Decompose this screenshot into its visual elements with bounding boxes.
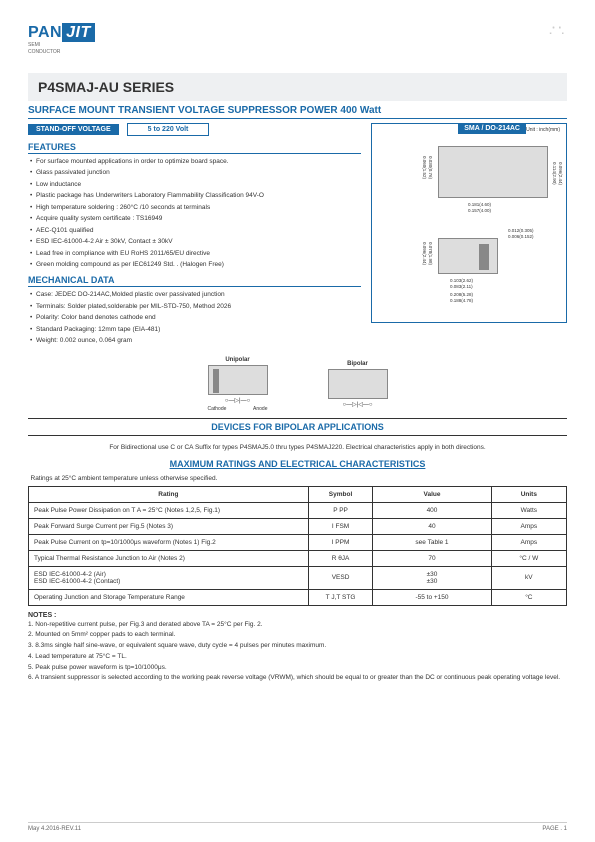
mechdata-list: Case: JEDEC DO-214AC,Molded plastic over…: [28, 291, 361, 345]
table-row: Peak Pulse Power Dissipation on T A = 25…: [29, 502, 567, 518]
note-item: 1. Non-repetitive current pulse, per Fig…: [28, 620, 567, 630]
bipolar-note: For Bidirectional use C or CA Suffix for…: [28, 440, 567, 455]
dim: 0.181(4.60): [468, 202, 491, 207]
table-row: Typical Thermal Resistance Junction to A…: [29, 550, 567, 566]
mech-item: Standard Packaging: 12mm tape (EIA-481): [30, 326, 361, 334]
table-row: Peak Pulse Current on tp=10/1000μs wavef…: [29, 534, 567, 550]
ratings-table: Ratings at 25°C ambient temperature unle…: [28, 471, 567, 606]
bipolar-chip: [328, 369, 388, 399]
feature-item: Green molding compound as per IEC61249 S…: [30, 261, 361, 269]
feature-item: AEC-Q101 qualified: [30, 227, 361, 235]
cathode-label: Cathode: [208, 406, 227, 412]
note-item: 4. Lead temperature at 75°C = TL.: [28, 652, 567, 662]
dim: 0.083(2.11): [450, 284, 473, 289]
feature-item: Low inductance: [30, 181, 361, 189]
bipolar-label: Bipolar: [347, 361, 368, 367]
table-row: Operating Junction and Storage Temperatu…: [29, 589, 567, 605]
product-title: SURFACE MOUNT TRANSIENT VOLTAGE SUPPRESS…: [28, 105, 567, 119]
bipolar-schematic: ○—▷|◁—○: [342, 401, 372, 408]
dim: 0.188(4.78): [450, 298, 473, 303]
max-ratings-heading: MAXIMUM RATINGS AND ELECTRICAL CHARACTER…: [28, 455, 567, 471]
logo-block: PANJIT SEMI CONDUCTOR: [28, 24, 567, 55]
mech-item: Terminals: Solder plated,solderable per …: [30, 303, 361, 311]
feature-item: ESD IEC-61000-4-2 Air ± 30kV, Contact ± …: [30, 238, 361, 246]
note-item: 2. Mounted on 5mm² copper pads to each t…: [28, 630, 567, 640]
footer-page: PAGE . 1: [542, 826, 567, 832]
mech-item: Polarity: Color band denotes cathode end: [30, 314, 361, 322]
mech-item: Weight: 0.002 ounce, 0.064 gram: [30, 337, 361, 345]
feature-item: Lead free in compliance with EU RoHS 201…: [30, 250, 361, 258]
table-row: Peak Forward Surge Current per Fig.5 (No…: [29, 518, 567, 534]
logo-sub2: CONDUCTOR: [28, 50, 95, 56]
voltage-value: 5 to 220 Volt: [127, 123, 210, 136]
anode-label: Anode: [253, 406, 267, 412]
dim: 0.078(1.98): [428, 242, 433, 265]
features-heading: FEATURES: [28, 142, 361, 154]
dim: 0.006(0.152): [508, 234, 534, 239]
dim: 0.208(5.28): [450, 292, 473, 297]
logo: PANJIT: [28, 24, 95, 42]
table-caption: Ratings at 25°C ambient temperature unle…: [29, 471, 567, 487]
chip-side-view: [438, 238, 498, 274]
logo-pan: PAN: [28, 24, 62, 41]
polarity-diagrams: Unipolar ○—▷|—○ Cathode Anode Bipolar ○—▷…: [28, 357, 567, 412]
page-footer: May 4.2016-REV.11 PAGE . 1: [28, 822, 567, 832]
dim: 0.103(2.62): [450, 278, 473, 283]
bipolar-heading: DEVICES FOR BIPOLAR APPLICATIONS: [28, 418, 567, 436]
footer-date: May 4.2016-REV.11: [28, 826, 81, 832]
feature-item: Glass passivated junction: [30, 169, 361, 177]
unipolar-chip: [208, 365, 268, 395]
standoff-label: STAND-OFF VOLTAGE: [28, 124, 119, 135]
decorative-dots: ⠠⠄⠌⠡: [548, 24, 567, 36]
notes-heading: NOTES :: [28, 612, 567, 619]
feature-item: Plastic package has Underwriters Laborat…: [30, 192, 361, 200]
notes-block: 1. Non-repetitive current pulse, per Fig…: [28, 620, 567, 684]
dim: 0.012(0.305): [508, 228, 534, 233]
unipolar-label: Unipolar: [225, 357, 249, 363]
series-title: P4SMAJ-AU SERIES: [38, 79, 557, 95]
note-item: 5. Peak pulse power waveform is tp=10/10…: [28, 663, 567, 673]
feature-item: Acquire quality system certificate : TS1…: [30, 215, 361, 223]
left-column: STAND-OFF VOLTAGE 5 to 220 Volt FEATURES…: [28, 123, 361, 349]
table-row: ESD IEC-61000-4-2 (Air) ESD IEC-61000-4-…: [29, 566, 567, 589]
mech-item: Case: JEDEC DO-214AC,Molded plastic over…: [30, 291, 361, 299]
dim: 0.060(1.52): [422, 156, 427, 179]
dim: 0.157(4.00): [468, 208, 491, 213]
package-drawing: SMA / DO-214AC Unit : inch(mm) 0.181(4.6…: [371, 123, 567, 323]
chip-top-view: [438, 146, 548, 198]
logo-sub1: SEMI: [28, 43, 95, 49]
dim: 0.096(2.44): [422, 242, 427, 265]
dim: 0.030(0.76): [428, 156, 433, 179]
dim: 0.114(2.90): [552, 162, 557, 185]
mechdata-heading: MECHANICAL DATA: [28, 275, 361, 287]
logo-jit: JIT: [62, 23, 95, 42]
col-symbol: Symbol: [308, 486, 373, 502]
col-rating: Rating: [29, 486, 309, 502]
col-units: Units: [491, 486, 566, 502]
note-item: 3. 8.3ms single half sine-wave, or equiv…: [28, 641, 567, 651]
features-list: For surface mounted applications in orde…: [28, 158, 361, 269]
feature-item: For surface mounted applications in orde…: [30, 158, 361, 166]
note-item: 6. A transient suppressor is selected ac…: [28, 673, 567, 683]
series-bar: P4SMAJ-AU SERIES: [28, 73, 567, 101]
dim: 0.096(2.44): [558, 162, 563, 185]
col-value: Value: [373, 486, 491, 502]
unipolar-schematic: ○—▷|—○: [225, 397, 250, 404]
feature-item: High temperature soldering : 260°C /10 s…: [30, 204, 361, 212]
